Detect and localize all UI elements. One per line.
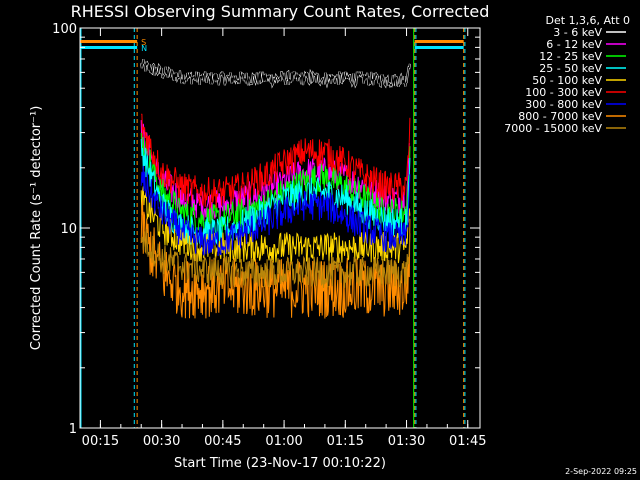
x-tick-label: 01:15	[327, 434, 364, 449]
legend-label: 12 - 25 keV	[539, 50, 602, 63]
x-tick-label: 01:45	[449, 434, 486, 449]
x-tick-label: 01:30	[388, 434, 425, 449]
series-line-3	[140, 138, 411, 248]
series-line-8	[140, 228, 411, 288]
legend-label: 25 - 50 keV	[539, 62, 602, 75]
y-axis-label: Corrected Count Rate (s⁻¹ detector⁻¹)	[29, 106, 44, 351]
x-tick-label: 00:30	[143, 434, 180, 449]
x-tick-label: 00:15	[82, 434, 119, 449]
series-line-5	[141, 113, 411, 210]
legend-label: 7000 - 15000 keV	[504, 122, 602, 135]
series-line-4	[140, 186, 411, 264]
x-tick-label: 01:00	[265, 434, 302, 449]
y-tick-label: 1	[69, 422, 77, 437]
legend-label: 50 - 100 keV	[532, 74, 602, 87]
flag-bar-n	[80, 46, 138, 49]
x-axis: 00:15 00:30 00:45 01:00 01:15 01:30 01:45	[79, 28, 486, 449]
flag-label-s: S	[141, 38, 146, 47]
y-axis: 1 10 100	[52, 22, 480, 437]
x-tick-label: 00:45	[204, 434, 241, 449]
legend-label: 300 - 800 keV	[525, 98, 602, 111]
legend-label: 100 - 300 keV	[525, 86, 602, 99]
flag-bar-s	[414, 40, 464, 43]
timestamp: 2-Sep-2022 09:25	[565, 467, 637, 476]
x-axis-label: Start Time (23-Nov-17 00:10:22)	[174, 456, 386, 471]
flag-bar-s	[80, 40, 138, 43]
legend-label: 6 - 12 keV	[546, 38, 602, 51]
plot-area: SN	[80, 28, 466, 428]
flag-bar-n	[414, 46, 464, 49]
series-line-0	[140, 59, 411, 88]
series-line-6	[140, 165, 411, 257]
chart-title: RHESSI Observing Summary Count Rates, Co…	[71, 2, 490, 21]
y-tick-label: 100	[52, 22, 77, 37]
legend-header: Det 1,3,6, Att 0	[546, 14, 630, 27]
y-tick-label: 10	[60, 222, 77, 237]
legend-label: 3 - 6 keV	[553, 26, 602, 39]
legend-label: 800 - 7000 keV	[518, 110, 602, 123]
flag-label-n: N	[141, 44, 147, 53]
series-line-7	[140, 200, 411, 319]
